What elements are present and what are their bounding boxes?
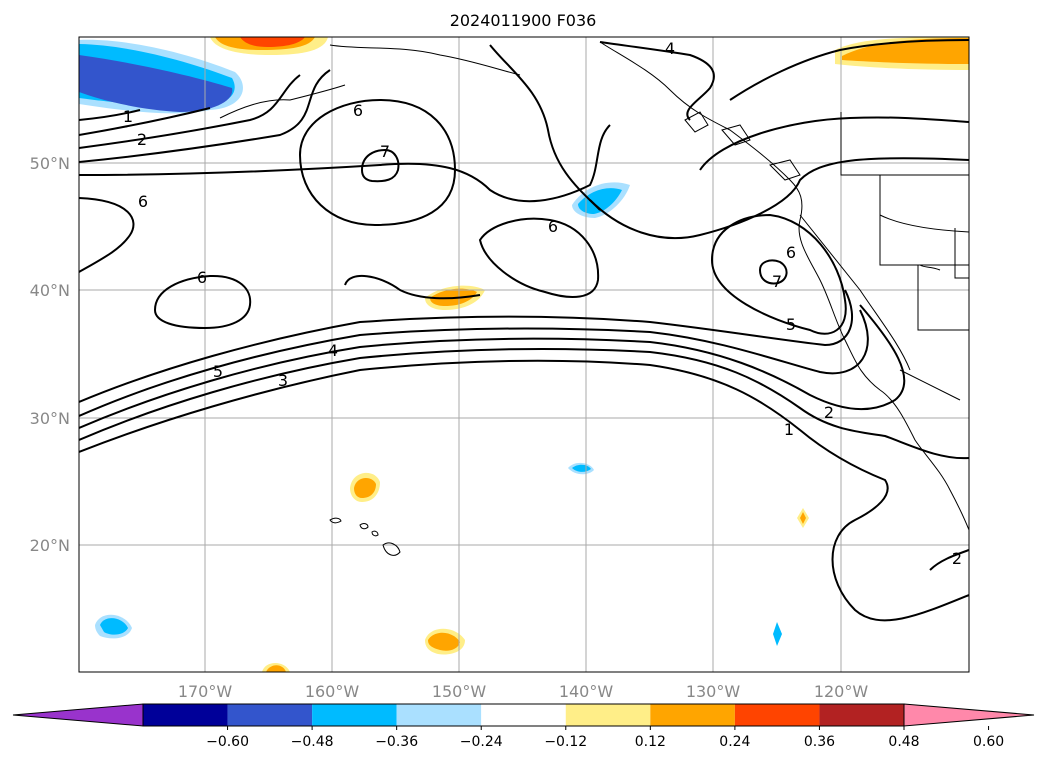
colorbar-tick-label: −0.24 — [460, 734, 503, 750]
contour-label: 6 — [786, 243, 796, 262]
contour-7-center — [360, 148, 400, 183]
contour-6-low — [710, 213, 847, 335]
contour-label: 7 — [380, 142, 390, 161]
colorbar-tick-label: 0.24 — [719, 734, 750, 750]
lon-label: 160°W — [305, 682, 360, 701]
colorbar-outline — [142, 703, 905, 727]
colorbar-segment — [312, 704, 397, 726]
contour-label: 4 — [328, 341, 338, 360]
contour-1b — [79, 109, 141, 121]
colorbar-extend-high — [903, 703, 1035, 727]
colorbar-segment — [734, 704, 820, 726]
colorbar-extend-low — [12, 703, 144, 727]
map-title: 2024011900 F036 — [450, 11, 597, 30]
colorbar-segment — [819, 704, 904, 726]
colorbar-tick-label: −0.48 — [291, 734, 334, 750]
orange-shade-ne — [842, 38, 969, 64]
contour-label: 6 — [548, 217, 558, 236]
contour-label: 1 — [784, 420, 794, 439]
longitude-labels: 170°W 160°W 150°W 140°W 130°W 120°W — [178, 682, 869, 701]
contour-2-se — [929, 549, 969, 571]
colorbar-segment — [481, 704, 566, 726]
colorbar: −0.60 −0.48 −0.36 −0.24 −0.12 0.12 0.24 0.36 0.4… — [12, 703, 1035, 750]
lat-label: 50°N — [30, 154, 70, 173]
contour-4-top — [599, 41, 715, 121]
lon-label: 170°W — [178, 682, 233, 701]
contour-6-center — [298, 98, 457, 227]
map-content — [79, 37, 969, 672]
orange-shade-hawaii — [354, 478, 376, 498]
contour-7-low — [758, 259, 788, 285]
blue-shade-nw-core — [79, 55, 233, 112]
contour-label: 2 — [824, 403, 834, 422]
latitude-labels: 50°N 40°N 30°N 20°N — [30, 154, 70, 555]
contour-label: 5 — [213, 362, 223, 381]
contour-label: 2 — [952, 549, 962, 568]
blue-shade-sw — [100, 618, 128, 635]
orange-shade-south — [428, 632, 460, 651]
coastlines — [219, 41, 969, 556]
colorbar-segment — [396, 704, 482, 726]
contour-label: 1 — [123, 107, 133, 126]
blue-shade-central — [578, 188, 622, 214]
contour-label: 3 — [278, 371, 288, 390]
lon-label: 120°W — [814, 682, 869, 701]
colorbar-tick-label: 0.12 — [635, 734, 666, 750]
lat-label: 40°N — [30, 281, 70, 300]
lon-label: 150°W — [432, 682, 487, 701]
contour-label: 4 — [665, 39, 675, 58]
contour-1 — [79, 359, 969, 622]
contour-label: 2 — [137, 130, 147, 149]
contour-6a — [79, 197, 135, 273]
colorbar-tick-label: −0.60 — [206, 734, 249, 750]
contour-5 — [79, 289, 854, 403]
colorbar-segment — [143, 704, 228, 726]
colorbar-segment — [565, 704, 651, 726]
contour-3 — [79, 304, 906, 429]
colorbar-tick-label: 0.60 — [973, 734, 1004, 750]
blue-shade-tiny — [773, 622, 782, 646]
lon-label: 140°W — [559, 682, 614, 701]
colorbar-tick-label: 0.36 — [804, 734, 835, 750]
contour-6b — [79, 69, 331, 163]
contour-label: 5 — [786, 315, 796, 334]
contour-label: 7 — [772, 272, 782, 291]
contour-upper-east — [729, 39, 969, 101]
orange-shade-tiny — [800, 512, 806, 524]
colorbar-tick-label: −0.36 — [375, 734, 418, 750]
contour-2b — [79, 107, 211, 136]
contour-4 — [79, 309, 869, 417]
contour-label: 6 — [353, 101, 363, 120]
contour-label: 6 — [197, 268, 207, 287]
contour-east-bend — [699, 116, 969, 171]
contour-top-sweep — [79, 124, 611, 203]
contour-label: 6 — [138, 192, 148, 211]
contour-north-east — [589, 157, 969, 239]
colorbar-segment — [650, 704, 735, 726]
orange-shade-bottom — [266, 665, 286, 672]
contour-labels: 1 2 6 7 6 6 6 4 6 7 5 5 4 3 2 1 2 — [123, 39, 962, 568]
lat-label: 20°N — [30, 536, 70, 555]
map-border — [78, 36, 970, 673]
contour-5b — [79, 74, 301, 149]
colorbar-tick-label: −0.12 — [544, 734, 587, 750]
contour-6-west — [153, 274, 252, 330]
contour-2 — [79, 348, 969, 460]
colorbar-segment — [227, 704, 313, 726]
red-shade-top — [240, 37, 305, 47]
contour-north-mid — [489, 44, 601, 211]
contour-lines — [79, 39, 969, 622]
lat-label: 30°N — [30, 409, 70, 428]
colorbar-tick-label: 0.48 — [888, 734, 919, 750]
lon-label: 130°W — [686, 682, 741, 701]
contour-6-wiggle — [344, 274, 481, 300]
contour-6-mid — [478, 217, 600, 298]
